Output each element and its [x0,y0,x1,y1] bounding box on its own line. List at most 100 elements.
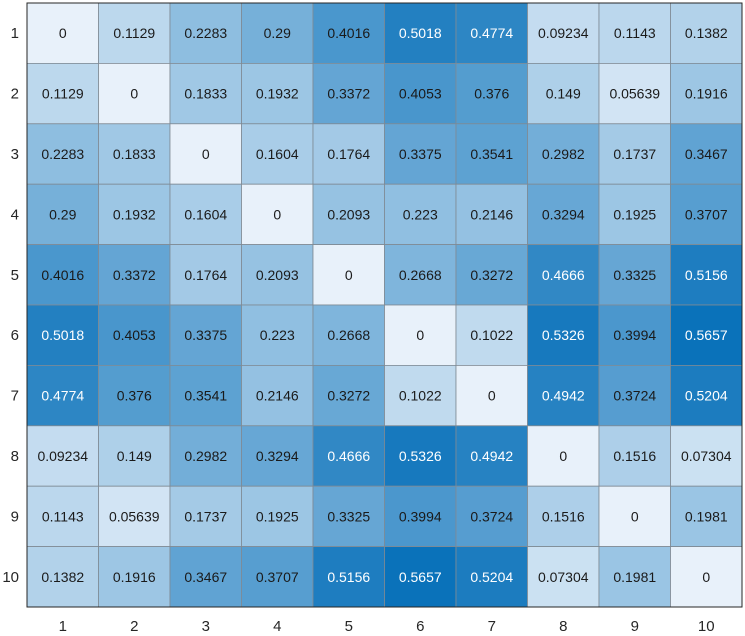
heatmap-cell-r8-c8 [527,425,600,487]
heatmap-cell-r4-c1 [26,183,99,245]
cell-value-r5-c2: 0.3372 [113,267,156,283]
cell-value-r8-c8: 0 [559,448,567,464]
heatmap-cell-r10-c8 [527,546,600,608]
cell-value-r10-c4: 0.3707 [256,569,299,585]
heatmap-cell-r8-c2 [98,425,171,487]
heatmap-cell-r10-c6 [384,546,457,608]
heatmap-cell-r2-c8 [527,63,600,125]
heatmap-cell-r5-c10 [670,244,743,306]
cell-value-r6-c1: 0.5018 [41,327,84,343]
cell-value-r5-c9: 0.3325 [613,267,656,283]
cell-value-r3-c2: 0.1833 [113,146,156,162]
heatmap-cell-r3-c9 [598,123,671,185]
heatmap-cells [26,2,743,608]
heatmap-cell-r9-c4 [241,485,314,548]
heatmap-cell-r5-c8 [527,244,600,306]
cell-value-r3-c9: 0.1737 [613,146,656,162]
cell-value-r4-c8: 0.3294 [542,206,585,222]
cell-value-r2-c8: 0.149 [546,86,581,102]
cell-value-r1-c1: 0 [59,25,67,41]
cell-value-r5-c1: 0.4016 [41,267,84,283]
cell-value-r9-c7: 0.3724 [470,508,513,524]
x-tick-label-9: 9 [631,618,639,635]
plot-frame [26,2,743,608]
cell-value-r4-c10: 0.3707 [685,206,728,222]
cell-value-r10-c7: 0.5204 [470,569,513,585]
heatmap-cell-r7-c6 [384,364,457,427]
heatmap-cell-r4-c5 [312,183,385,245]
heatmap-cell-r1-c6 [384,2,457,64]
cell-value-r5-c10: 0.5156 [685,267,728,283]
cell-value-r8-c7: 0.4942 [470,448,513,464]
y-tick-label-10: 10 [2,569,19,586]
heatmap-cell-r2-c2 [98,63,171,125]
cell-value-r5-c6: 0.2668 [399,267,442,283]
cell-value-r3-c8: 0.2982 [542,146,585,162]
x-tick-label-7: 7 [488,618,496,635]
cell-value-r4-c7: 0.2146 [470,206,513,222]
heatmap-cell-r7-c7 [455,364,528,427]
heatmap-cell-r8-c9 [598,425,671,487]
cell-value-r1-c3: 0.2283 [184,25,227,41]
cell-value-r5-c5: 0 [345,267,353,283]
heatmap-cell-r5-c2 [98,244,171,306]
cell-value-r10-c8: 0.07304 [538,569,589,585]
cell-value-r2-c2: 0 [130,86,138,102]
cell-value-r1-c6: 0.5018 [399,25,442,41]
cell-value-r9-c3: 0.1737 [184,508,227,524]
heatmap-cell-r8-c4 [241,425,314,487]
x-tick-label-2: 2 [130,618,138,635]
y-tick-label-4: 4 [11,206,19,223]
cell-value-r7-c2: 0.376 [117,388,152,404]
heatmap-cell-r6-c1 [26,304,99,366]
cell-value-r10-c2: 0.1916 [113,569,156,585]
heatmap-cell-r6-c4 [241,304,314,366]
heatmap-cell-r6-c9 [598,304,671,366]
x-tick-label-8: 8 [559,618,567,635]
heatmap-cell-r9-c7 [455,485,528,548]
cell-value-r2-c10: 0.1916 [685,86,728,102]
heatmap-cell-r4-c7 [455,183,528,245]
heatmap-cell-r1-c2 [98,2,171,64]
cell-value-r4-c3: 0.1604 [184,206,227,222]
heatmap-cell-r9-c6 [384,485,457,548]
heatmap-cell-r1-c5 [312,2,385,64]
cell-value-r9-c10: 0.1981 [685,508,728,524]
cell-value-r6-c9: 0.3994 [613,327,656,343]
heatmap-cell-r7-c1 [26,364,99,427]
cell-value-r7-c5: 0.3272 [327,388,370,404]
heatmap-cell-r10-c9 [598,546,671,608]
y-tick-label-9: 9 [11,508,19,525]
cell-value-r1-c9: 0.1143 [614,25,656,41]
heatmap-cell-r9-c8 [527,485,600,548]
heatmap-cell-r9-c5 [312,485,385,548]
x-tick-label-1: 1 [59,618,67,635]
cell-value-r9-c1: 0.1143 [42,508,84,524]
heatmap-cell-r2-c10 [670,63,743,125]
cell-value-r1-c10: 0.1382 [685,25,728,41]
y-tick-label-8: 8 [11,448,19,465]
heatmap-cell-r10-c7 [455,546,528,608]
heatmap-cell-r2-c9 [598,63,671,125]
heatmap-cell-r6-c7 [455,304,528,366]
cell-value-r7-c8: 0.4942 [542,388,585,404]
heatmap-cell-r2-c6 [384,63,457,125]
cell-value-r4-c2: 0.1932 [113,206,156,222]
heatmap-cell-r5-c6 [384,244,457,306]
cell-value-r7-c1: 0.4774 [41,388,84,404]
cell-value-r8-c6: 0.5326 [399,448,442,464]
heatmap-cell-r6-c5 [312,304,385,366]
y-tick-label-1: 1 [11,25,19,42]
heatmap-cell-r3-c5 [312,123,385,185]
heatmap-cell-labels: 0 0.1129 0.2283 0.29 0.4016 0.5018 0.4774 0.092… [37,25,731,585]
cell-value-r3-c3: 0 [202,146,210,162]
heatmap-cell-r7-c4 [241,364,314,427]
x-axis-tick-labels: 1 2 3 4 5 6 7 8 9 10 [59,618,715,635]
heatmap-cell-r7-c8 [527,364,600,427]
heatmap-cell-r3-c3 [169,123,242,185]
cell-value-r5-c8: 0.4666 [542,267,585,283]
cell-value-r10-c3: 0.3467 [184,569,227,585]
heatmap-cell-r3-c8 [527,123,600,185]
cell-value-r9-c6: 0.3994 [399,508,442,524]
cell-value-r6-c5: 0.2668 [327,327,370,343]
